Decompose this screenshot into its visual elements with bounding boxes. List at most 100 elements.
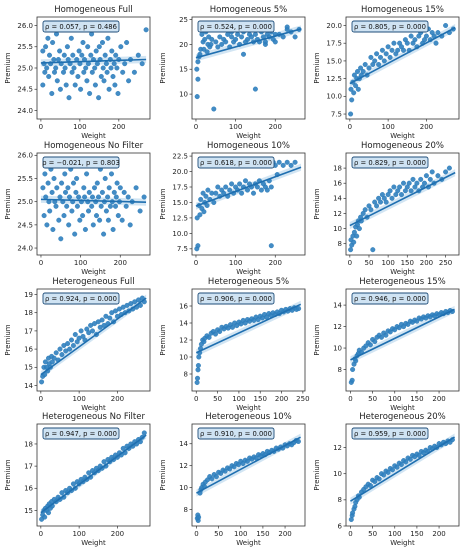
data-point [292,34,298,40]
y-axis-label: Premium [313,324,321,355]
data-point [229,181,235,187]
data-point [387,54,393,60]
y-tick-label: 14 [179,319,188,327]
data-point [115,213,121,219]
data-point [351,72,357,78]
data-point [416,452,422,458]
data-point [85,208,91,214]
data-point [43,44,49,50]
regression-line [349,171,456,227]
data-point [124,40,130,46]
data-point [108,65,114,71]
y-axis-label: Premium [159,52,167,83]
data-point [106,185,112,191]
data-point [101,459,107,465]
data-point [194,375,200,381]
data-point [292,159,298,165]
data-point [61,213,67,219]
correlation-annotation: ρ = 0.618, p = 0.000 [200,159,272,167]
x-tick-label: 0 [348,259,352,267]
y-axis-label: Premium [4,52,12,83]
x-tick-label: 150 [410,530,423,538]
data-point [362,62,368,68]
data-point [446,165,452,171]
data-point [262,39,268,45]
data-point [119,217,125,223]
plot-frame [191,16,306,120]
data-point [69,208,75,214]
panel-title: Heterogeneous Full [52,277,134,287]
data-point [395,47,401,53]
data-point [83,65,89,71]
data-point [372,339,378,345]
data-point [137,208,143,214]
data-point [66,222,72,228]
correlation-annotation: ρ = −0.021, p = 0.803 [42,159,120,167]
data-point [206,334,212,340]
data-point [194,66,200,72]
data-point [89,194,95,200]
y-tick-label: 8 [184,370,188,378]
data-point [96,44,102,50]
data-point [47,208,53,214]
data-point [433,40,439,46]
x-tick-label: 50 [365,259,374,267]
data-point [58,236,64,242]
data-point [213,190,219,196]
scatter-panel: Homogeneous 15% 0 100 200 7.5 10.0 12.5 15.0 17.… [313,5,460,140]
correlation-annotation: ρ = 0.906, p = 0.000 [200,295,272,303]
data-point [133,185,139,191]
data-point [122,61,128,67]
data-point [244,36,250,42]
data-point [356,226,362,232]
plot-frame [36,288,151,392]
data-point [268,243,274,249]
data-point [349,97,355,103]
data-point [57,86,63,92]
y-tick-label: 15.0 [326,57,342,65]
x-tick-label: 0 [39,530,43,538]
x-tick-label: 200 [275,395,288,403]
panel-title: Heterogeneous 10% [205,412,292,422]
x-tick-label: 100 [229,259,242,267]
data-point [212,331,218,337]
data-point [195,367,201,373]
y-tick-label: 26.0 [17,152,33,160]
data-point [353,358,359,364]
y-axis-label: Premium [4,188,12,219]
y-tick-label: 10 [179,484,188,492]
x-tick-label: 100 [381,123,394,131]
data-point [258,187,264,193]
regression-line [40,297,147,376]
data-point [378,54,384,60]
x-tick-label: 0 [194,259,198,267]
data-point [123,203,129,209]
correlation-annotation: ρ = 0.946, p = 0.000 [354,295,426,303]
data-point [401,180,407,186]
data-point [370,247,376,253]
x-tick-label: 200 [420,259,433,267]
data-point [223,184,229,190]
data-point [368,207,374,213]
regression-line [195,303,302,354]
data-point [194,380,200,386]
y-tick-label: 25.0 [17,64,33,72]
y-tick-label: 24.5 [17,86,33,94]
plot-frame [345,288,460,392]
regression-line [40,58,147,64]
data-point [63,82,69,88]
y-axis-label: Premium [4,459,12,490]
data-point [45,35,51,41]
plot-frame [36,152,151,256]
data-point [89,203,95,209]
data-point [74,203,80,209]
panel-title: Homogeneous 10% [207,141,290,151]
data-point [368,54,374,60]
data-point [72,231,78,237]
data-point [62,65,68,71]
data-point [93,48,99,54]
scatter-panel: Heterogeneous Full 0 100 200 14 15 16 17 18 19 Wei… [4,277,151,412]
data-point [50,226,56,232]
data-point [76,48,82,54]
data-point [44,65,50,71]
